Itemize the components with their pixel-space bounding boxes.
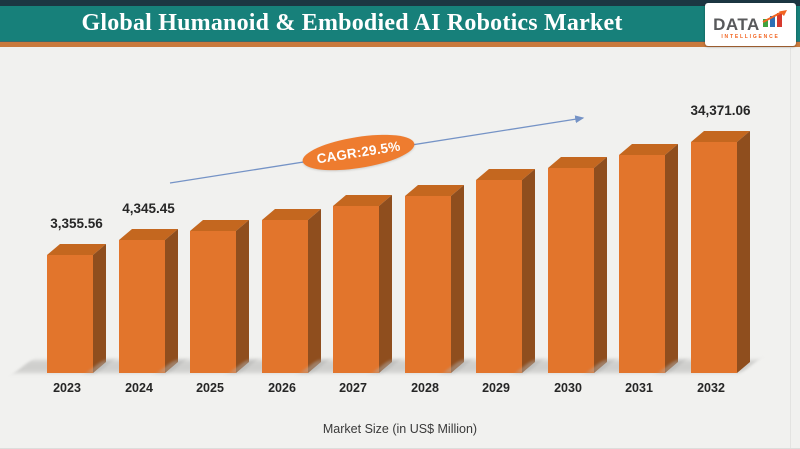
bar-chart-logo-icon xyxy=(762,9,788,32)
bar-value-label-2023: 3,355.56 xyxy=(50,216,103,231)
x-axis-label-2024: 2024 xyxy=(125,381,153,395)
bar-2023 xyxy=(47,244,106,373)
x-axis-label-2025: 2025 xyxy=(196,381,224,395)
x-axis-label-2023: 2023 xyxy=(53,381,81,395)
bar-2029 xyxy=(476,169,535,373)
x-axis-label-2031: 2031 xyxy=(625,381,653,395)
bar-2031 xyxy=(619,144,678,373)
header-band: Global Humanoid & Embodied AI Robotics M… xyxy=(0,6,800,41)
logo-wordmark: DATA xyxy=(713,14,760,34)
bar-side-face xyxy=(379,195,392,373)
bar-2026 xyxy=(262,209,321,373)
page-title: Global Humanoid & Embodied AI Robotics M… xyxy=(81,10,623,36)
bar-side-face xyxy=(165,229,178,373)
bar-front-face xyxy=(333,206,379,373)
bar-side-face xyxy=(451,185,464,373)
bar-side-face xyxy=(236,220,249,373)
bar-side-face xyxy=(594,157,607,373)
bar-front-face xyxy=(119,240,165,373)
bar-front-face xyxy=(262,220,308,373)
bar-side-face xyxy=(737,131,750,373)
bar-2030 xyxy=(548,157,607,373)
bar-2025 xyxy=(190,220,249,373)
bar-value-label-2032: 34,371.06 xyxy=(690,103,751,118)
header-top-border xyxy=(0,0,800,6)
chart-caption: Market Size (in US$ Million) xyxy=(322,422,478,436)
bar-value-label-2024: 4,345.45 xyxy=(122,201,175,216)
logo-subtitle: INTELLIGENCE xyxy=(721,33,780,40)
bar-side-face xyxy=(93,244,106,373)
x-axis-label-2027: 2027 xyxy=(339,381,367,395)
bar-front-face xyxy=(476,180,522,373)
x-axis-label-2028: 2028 xyxy=(411,381,439,395)
bar-front-face xyxy=(619,155,665,373)
x-axis-label-2030: 2030 xyxy=(554,381,582,395)
bar-front-face xyxy=(691,142,737,373)
x-axis-label-2029: 2029 xyxy=(482,381,510,395)
x-axis-label-2026: 2026 xyxy=(268,381,296,395)
bar-2032 xyxy=(691,131,750,373)
bar-side-face xyxy=(308,209,321,373)
data-intelligence-logo: DATA INTELLIGENCE xyxy=(705,3,796,46)
bar-2024 xyxy=(119,229,178,373)
bar-front-face xyxy=(548,168,594,373)
bar-side-face xyxy=(522,169,535,373)
bar-2028 xyxy=(405,185,464,373)
bar-chart: 3,355.56 2023 4,345.45 2024 2025 2026 2027 2028… xyxy=(0,47,800,448)
bar-front-face xyxy=(47,255,93,373)
bar-side-face xyxy=(665,144,678,373)
x-axis-label-2032: 2032 xyxy=(697,381,725,395)
bar-2027 xyxy=(333,195,392,373)
header-bottom-border xyxy=(0,41,800,47)
bar-front-face xyxy=(405,196,451,373)
bar-front-face xyxy=(190,231,236,373)
